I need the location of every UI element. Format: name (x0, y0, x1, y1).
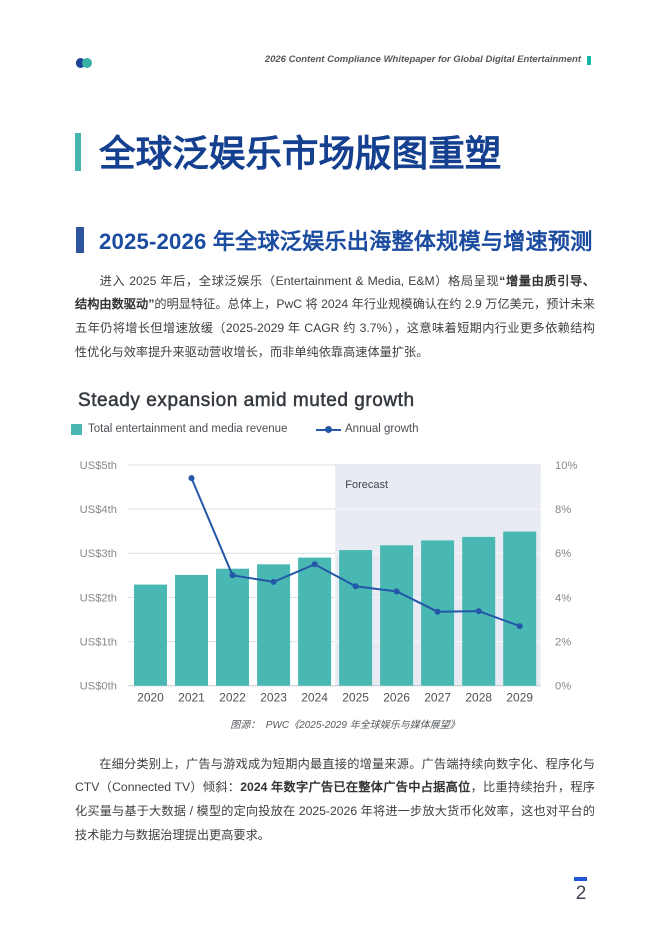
svg-text:US$3th: US$3th (80, 548, 117, 560)
svg-text:2028: 2028 (465, 691, 492, 705)
svg-text:US$5th: US$5th (80, 460, 117, 472)
svg-text:2024: 2024 (301, 691, 328, 705)
svg-text:US$2th: US$2th (80, 592, 117, 604)
svg-text:6%: 6% (555, 548, 571, 560)
svg-text:2%: 2% (555, 637, 571, 649)
svg-text:2026: 2026 (383, 691, 410, 705)
svg-text:2029: 2029 (506, 691, 533, 705)
svg-text:US$4th: US$4th (80, 504, 117, 516)
svg-text:0%: 0% (555, 681, 571, 693)
svg-text:2020: 2020 (137, 691, 164, 705)
svg-text:10%: 10% (555, 460, 577, 472)
svg-text:2021: 2021 (178, 691, 205, 705)
svg-text:4%: 4% (555, 592, 571, 604)
svg-text:US$0th: US$0th (80, 681, 117, 693)
svg-text:Forecast: Forecast (345, 479, 388, 491)
svg-text:2025: 2025 (342, 691, 369, 705)
svg-text:2027: 2027 (424, 691, 451, 705)
svg-text:8%: 8% (555, 504, 571, 516)
svg-text:2022: 2022 (219, 691, 246, 705)
svg-text:US$1th: US$1th (80, 637, 117, 649)
svg-text:2023: 2023 (260, 691, 287, 705)
